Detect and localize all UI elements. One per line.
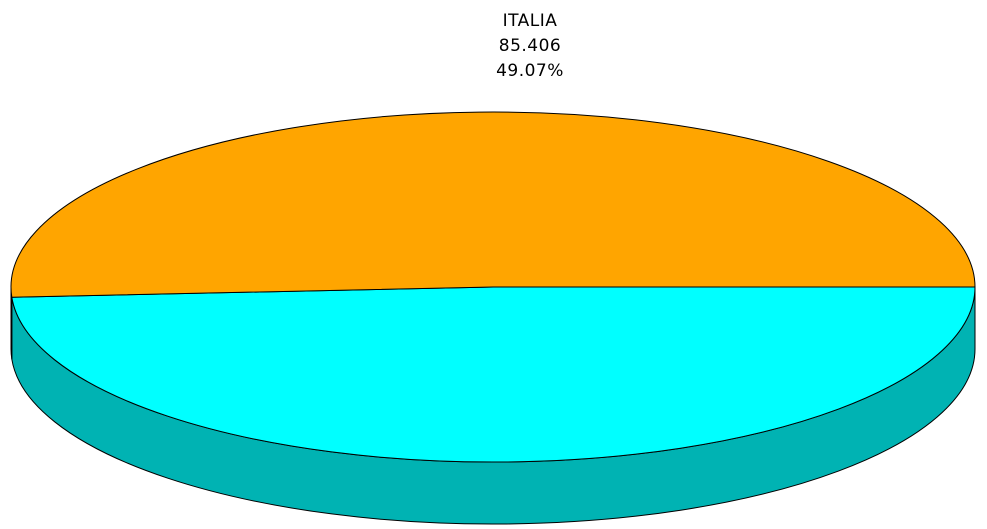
slice-label-italia: ITALIA 85.406 49.07%: [496, 11, 564, 81]
pie-tops: [10, 111, 976, 463]
slice-label-percent: 49.07%: [496, 61, 564, 81]
pie-slice-italia: [11, 286, 976, 463]
slice-label-value: 85.406: [499, 36, 561, 56]
pie-slice-other: [10, 111, 976, 298]
slice-label-name: ITALIA: [503, 11, 558, 31]
